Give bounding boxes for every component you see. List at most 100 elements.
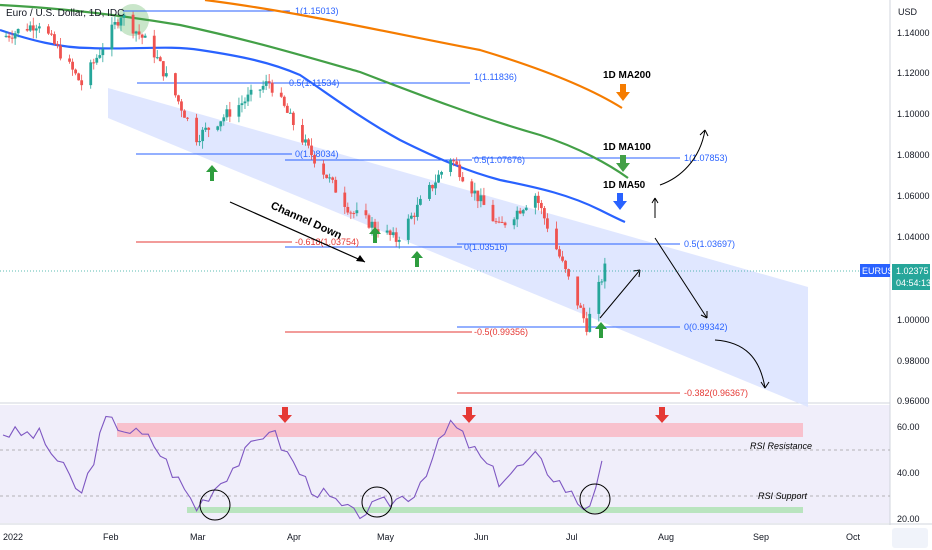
candle-body <box>50 33 53 35</box>
candle-body <box>207 127 211 130</box>
candle-body <box>71 61 74 70</box>
candle-body <box>237 105 241 117</box>
candle-body <box>177 95 180 102</box>
symbol-badge[interactable] <box>860 264 890 277</box>
price-tick-2: 1.10000 <box>897 109 930 119</box>
candle-body <box>288 112 292 114</box>
candle-body <box>561 256 564 261</box>
price-axis[interactable]: 1.14000 1.12000 1.10000 1.08000 1.06000 … <box>897 28 930 406</box>
candle-body <box>158 57 162 62</box>
symbol-badge-text: EURUSD <box>862 266 901 276</box>
candle-body <box>406 218 410 240</box>
time-axis[interactable]: 2022 Feb Mar Apr May Jun Jul Aug Sep Oct <box>3 532 861 542</box>
candle-body <box>397 239 401 242</box>
settings-button[interactable] <box>892 528 928 548</box>
candle-body <box>204 127 208 130</box>
candle-body <box>524 207 528 211</box>
candle-body <box>346 206 350 213</box>
candle-body <box>216 126 220 130</box>
candle-body <box>458 164 462 178</box>
time-tick-7: Aug <box>658 532 674 542</box>
proj-break-up-head <box>651 197 659 204</box>
candle-body <box>391 232 395 235</box>
candle-body <box>16 28 20 34</box>
candle-body <box>155 57 159 59</box>
candle-body <box>449 160 453 172</box>
candle-body <box>74 69 78 74</box>
candle-body <box>597 281 601 314</box>
candle-body <box>110 24 114 50</box>
candle-body <box>428 184 431 199</box>
fib-label-0-mid: 0(1.08034) <box>295 149 339 159</box>
ma50-line <box>0 28 626 224</box>
candle-body <box>331 177 335 180</box>
candle-body <box>267 81 271 83</box>
candle-body <box>31 25 35 31</box>
candle-body <box>101 49 105 56</box>
candle-body <box>113 22 117 25</box>
channel-down-arrow <box>229 201 366 263</box>
candle-body <box>307 139 310 146</box>
rsi-tick-2: 20.00 <box>897 514 920 524</box>
candle-body <box>512 219 516 226</box>
candle-body <box>482 195 486 205</box>
candle-body <box>585 318 589 332</box>
ma200-arrow <box>616 84 630 101</box>
candle-body <box>46 26 50 34</box>
candle-body <box>119 17 123 26</box>
ma50-label: 1D MA50 <box>603 180 646 191</box>
candle-body <box>240 103 244 106</box>
rsi-pane[interactable] <box>0 405 890 523</box>
proj-down-head <box>700 311 708 319</box>
candle-body <box>440 171 443 175</box>
candle-body <box>313 155 316 164</box>
last-price-badge[interactable] <box>892 264 930 290</box>
time-tick-2: Mar <box>190 532 206 542</box>
candle-body <box>533 195 537 208</box>
price-tick-7: 0.98000 <box>897 356 930 366</box>
countdown-text: 04:54:13 <box>896 278 931 288</box>
candle-body <box>500 222 504 224</box>
candle-body <box>352 213 356 215</box>
candle-body <box>334 179 338 193</box>
candle-body <box>579 305 583 308</box>
candle-body <box>180 101 183 111</box>
price-tick-5: 1.04000 <box>897 232 930 242</box>
candle-body <box>418 198 422 205</box>
candle-body <box>279 92 283 97</box>
rsi-line <box>2 415 603 520</box>
candle-body <box>37 26 41 29</box>
rsi-support-label: RSI Support <box>758 491 808 501</box>
candle-body <box>304 139 307 143</box>
candle-body <box>161 61 165 77</box>
rsi-support-circle-mar <box>199 489 231 521</box>
fib-label-neg0382: -0.382(0.96367) <box>684 388 748 398</box>
green-up-arrow-mar <box>206 165 218 181</box>
fib-label-05-mid: 0.5(1.11534) <box>289 78 339 88</box>
price-tick-6: 1.00000 <box>897 315 930 325</box>
rsi-support-circle-jul <box>579 483 611 515</box>
candle-body <box>542 208 546 219</box>
candle-body <box>92 62 96 64</box>
ma100-label: 1D MA100 <box>603 142 651 153</box>
candle-body <box>152 35 156 58</box>
candle-body <box>291 112 295 125</box>
candle-body <box>349 212 353 214</box>
green-up-arrow-jul <box>595 322 607 338</box>
candle-body <box>385 230 389 233</box>
green-up-arrow-apr <box>369 227 381 243</box>
rsi-tick-1: 40.00 <box>897 468 920 478</box>
ma200-line <box>204 0 623 109</box>
candle-body <box>582 307 586 319</box>
candle-body <box>13 33 17 39</box>
candlestick-series <box>4 11 607 336</box>
green-up-arrows <box>206 165 607 338</box>
candle-body <box>164 73 168 77</box>
fib-lines <box>123 10 680 394</box>
candle-body <box>186 117 189 119</box>
rsi-axis[interactable]: 60.00 40.00 20.00 <box>897 422 920 524</box>
candle-body <box>264 81 268 86</box>
candle-body <box>261 85 265 90</box>
candle-body <box>564 260 567 270</box>
